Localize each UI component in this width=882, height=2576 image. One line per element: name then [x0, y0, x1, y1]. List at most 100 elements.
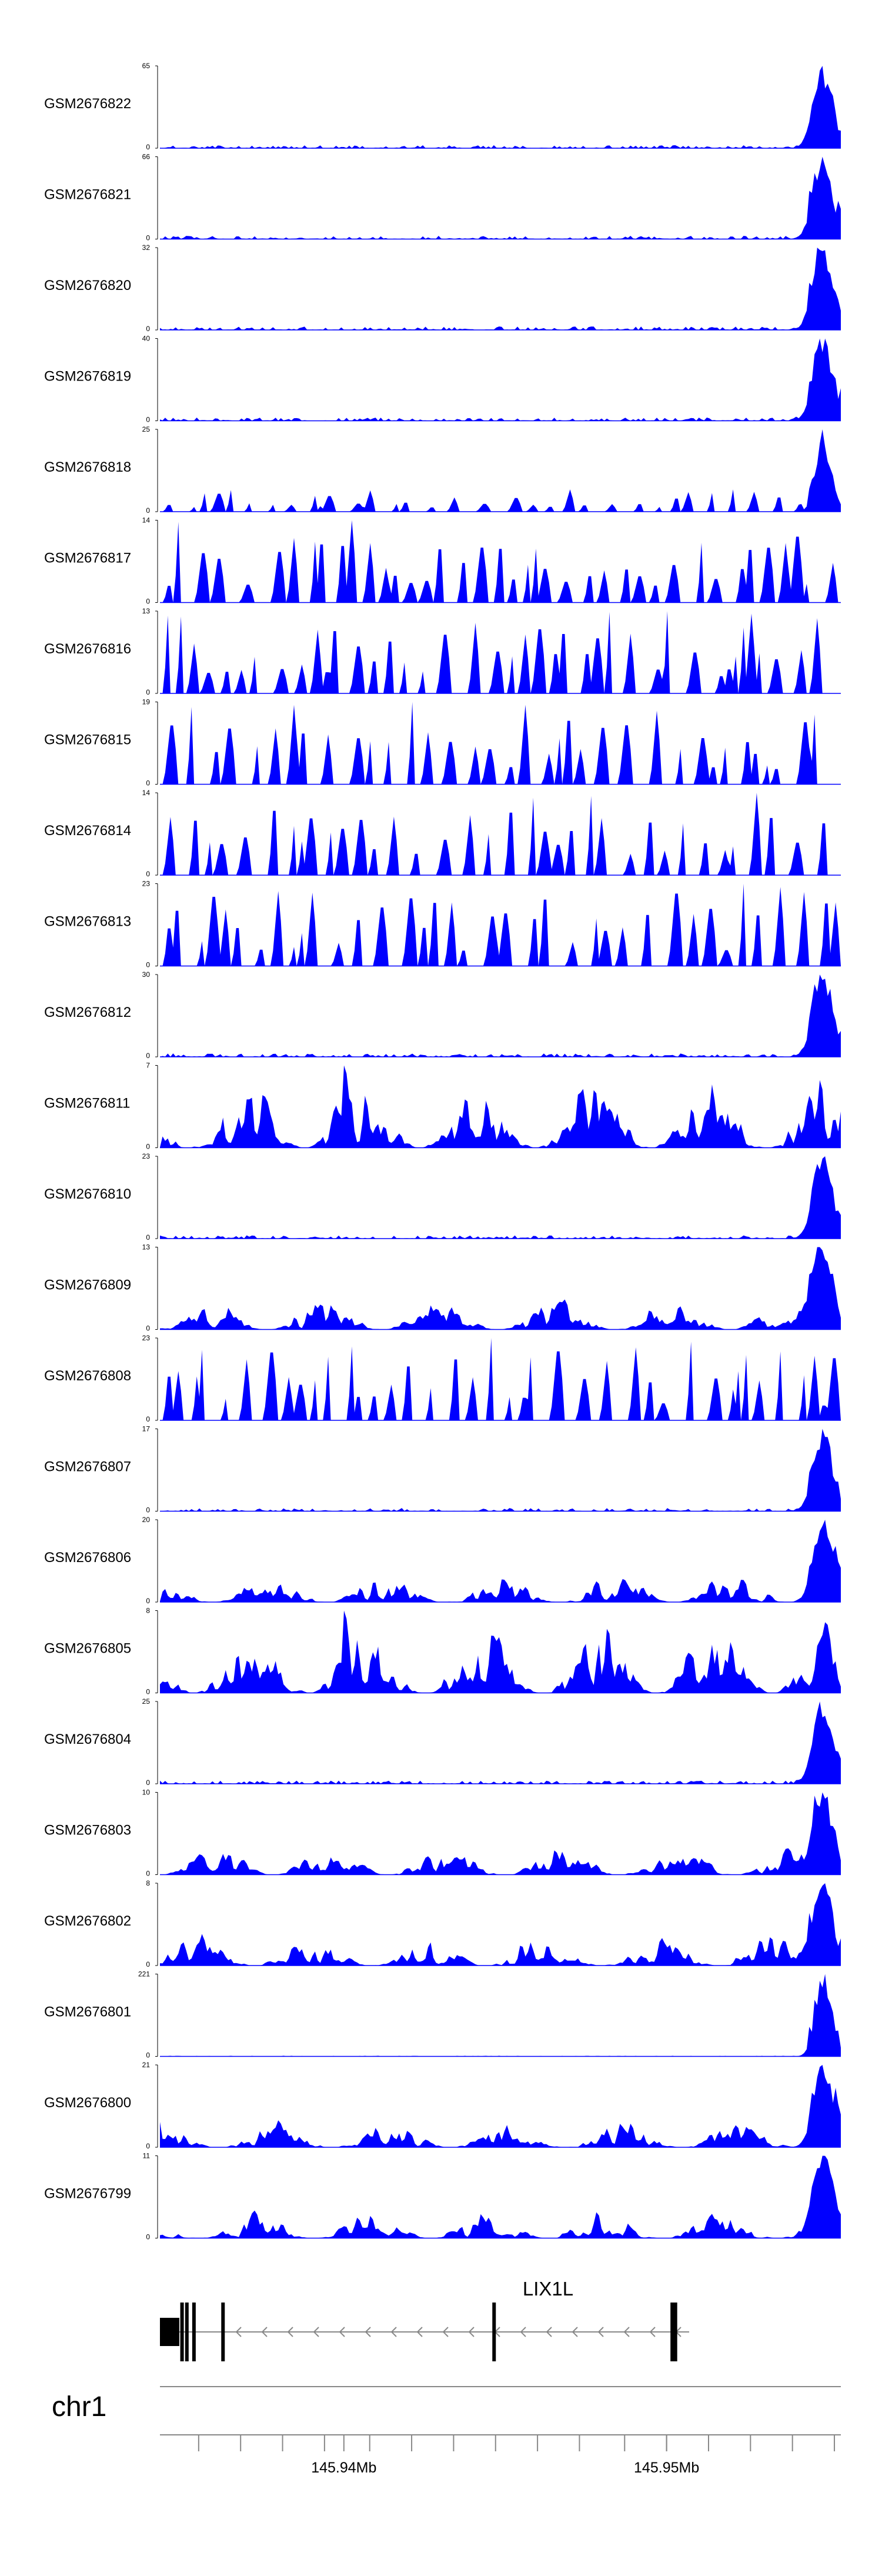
coverage-area — [160, 520, 841, 603]
coverage-area — [160, 1974, 841, 2057]
y-max-label: 19 — [142, 698, 151, 706]
coverage-area — [160, 1610, 841, 1693]
coverage-area — [160, 248, 841, 330]
track-label: GSM2676819 — [44, 369, 131, 385]
y-max-label: 14 — [142, 789, 151, 797]
y-min-label: 0 — [146, 598, 150, 606]
coverage-area — [160, 156, 841, 239]
exon-block — [673, 2303, 677, 2361]
strand-arrow — [235, 2327, 242, 2337]
track-GSM2676819: GSM2676819 40 0 — [44, 335, 841, 424]
y-max-label: 7 — [146, 1062, 150, 1070]
strand-arrow — [261, 2327, 268, 2337]
strand-arrow — [390, 2327, 397, 2337]
y-min-label: 0 — [146, 2233, 150, 2241]
gene-label: LIX1L — [523, 2278, 573, 2300]
chromosome-label: chr1 — [52, 2391, 106, 2422]
y-max-label: 23 — [142, 1334, 151, 1342]
track-label: GSM2676804 — [44, 1731, 131, 1747]
y-min-label: 0 — [146, 779, 150, 788]
track-GSM2676801: GSM2676801 221 0 — [44, 1970, 841, 2060]
track-GSM2676807: GSM2676807 17 0 — [44, 1425, 841, 1514]
track-GSM2676821: GSM2676821 66 0 — [44, 153, 841, 242]
genome-axis-track: chr1 145.94Mb 145.95Mb — [52, 2386, 841, 2476]
exon-block — [670, 2303, 674, 2361]
coverage-area — [160, 883, 841, 966]
y-max-label: 20 — [142, 1516, 151, 1524]
axis-tick-label: 145.95Mb — [634, 2460, 699, 2476]
y-min-label: 0 — [146, 325, 150, 333]
coverage-area — [160, 1156, 841, 1239]
y-max-label: 25 — [142, 1697, 151, 1706]
track-label: GSM2676801 — [44, 2004, 131, 2020]
coverage-area — [160, 611, 841, 693]
y-max-label: 32 — [142, 243, 151, 252]
track-label: GSM2676818 — [44, 459, 131, 475]
coverage-area — [160, 338, 841, 421]
y-max-label: 13 — [142, 1243, 151, 1252]
axis-tick-label: 145.94Mb — [311, 2460, 376, 2476]
track-GSM2676808: GSM2676808 23 0 — [44, 1334, 841, 1423]
track-label: GSM2676809 — [44, 1277, 131, 1293]
track-GSM2676811: GSM2676811 7 0 — [44, 1062, 841, 1151]
track-label: GSM2676813 — [44, 914, 131, 930]
track-label: GSM2676817 — [44, 550, 131, 566]
y-max-label: 221 — [138, 1970, 150, 1978]
y-min-label: 0 — [146, 961, 150, 969]
coverage-area — [160, 1792, 841, 1875]
track-label: GSM2676802 — [44, 1913, 131, 1929]
strand-arrow — [649, 2327, 656, 2337]
y-min-label: 0 — [146, 1870, 150, 1878]
track-GSM2676806: GSM2676806 20 0 — [44, 1516, 841, 1605]
coverage-area — [160, 1429, 841, 1511]
y-max-label: 40 — [142, 335, 151, 343]
exon-block — [180, 2303, 184, 2361]
coverage-area — [160, 429, 841, 512]
track-GSM2676804: GSM2676804 25 0 — [44, 1697, 841, 1787]
track-label: GSM2676820 — [44, 278, 131, 293]
track-GSM2676813: GSM2676813 23 0 — [44, 880, 841, 969]
coverage-area — [160, 1701, 841, 1784]
coverage-area — [160, 1883, 841, 1966]
y-min-label: 0 — [146, 1233, 150, 1242]
track-label: GSM2676810 — [44, 1186, 131, 1202]
strand-arrow — [365, 2327, 371, 2337]
y-min-label: 0 — [146, 870, 150, 878]
strand-arrow — [416, 2327, 423, 2337]
y-min-label: 0 — [146, 1597, 150, 1605]
y-max-label: 23 — [142, 880, 151, 888]
gene-model-track: LIX1L — [160, 2278, 690, 2361]
track-label: GSM2676812 — [44, 1005, 131, 1020]
track-label: GSM2676799 — [44, 2186, 131, 2202]
track-GSM2676800: GSM2676800 21 0 — [44, 2061, 841, 2150]
track-label: GSM2676822 — [44, 96, 131, 112]
track-label: GSM2676800 — [44, 2095, 131, 2111]
coverage-area — [160, 66, 841, 148]
y-min-label: 0 — [146, 506, 150, 515]
track-GSM2676815: GSM2676815 19 0 — [44, 698, 841, 788]
track-GSM2676799: GSM2676799 11 0 — [44, 2152, 841, 2241]
y-min-label: 0 — [146, 1506, 150, 1514]
exon-block — [221, 2303, 225, 2361]
track-GSM2676822: GSM2676822 65 0 — [44, 62, 841, 151]
y-min-label: 0 — [146, 1143, 150, 1151]
track-label: GSM2676807 — [44, 1459, 131, 1475]
y-max-label: 8 — [146, 1607, 150, 1615]
y-min-label: 0 — [146, 234, 150, 242]
track-GSM2676817: GSM2676817 14 0 — [44, 516, 841, 606]
y-min-label: 0 — [146, 1052, 150, 1060]
y-max-label: 66 — [142, 153, 151, 161]
strand-arrow — [572, 2327, 578, 2337]
exon-block — [492, 2303, 496, 2361]
y-max-label: 25 — [142, 425, 151, 433]
y-max-label: 23 — [142, 1152, 151, 1160]
track-GSM2676810: GSM2676810 23 0 — [44, 1152, 841, 1242]
coverage-area — [160, 702, 841, 785]
track-GSM2676818: GSM2676818 25 0 — [44, 425, 841, 515]
strand-arrow — [597, 2327, 604, 2337]
strand-arrow — [520, 2327, 526, 2337]
data-tracks: GSM2676822650GSM2676821660GSM2676820320G… — [44, 62, 841, 2241]
strand-arrow — [468, 2327, 475, 2337]
track-GSM2676820: GSM2676820 32 0 — [44, 243, 841, 333]
